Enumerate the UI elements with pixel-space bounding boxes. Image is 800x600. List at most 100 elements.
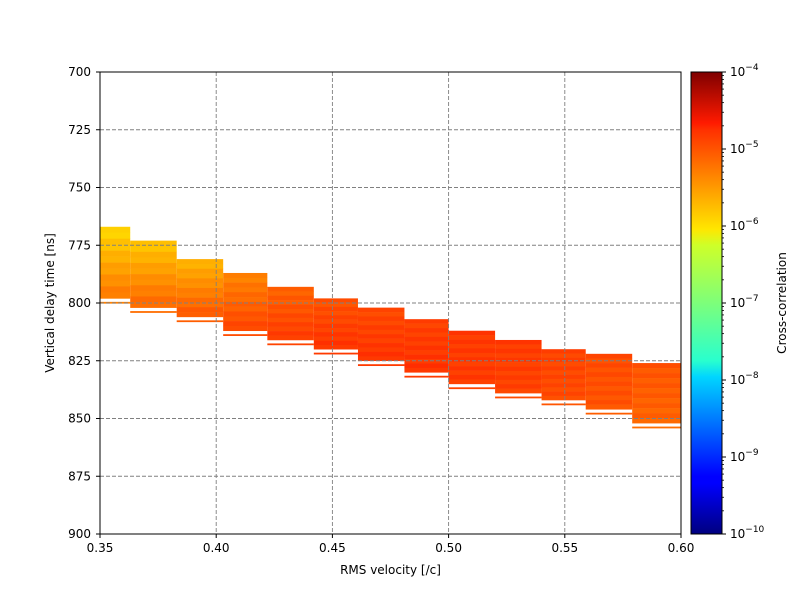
heatmap-cell bbox=[100, 286, 131, 293]
y-tick-label: 800 bbox=[68, 296, 91, 310]
heatmap-cell bbox=[541, 395, 586, 401]
heatmap-cell bbox=[100, 274, 131, 281]
heatmap-cell bbox=[585, 400, 633, 405]
heatmap-cell bbox=[495, 357, 542, 363]
heatmap-cell bbox=[585, 386, 633, 392]
heatmap-cell bbox=[313, 315, 358, 320]
heatmap-cell bbox=[404, 363, 449, 369]
x-axis-label: RMS velocity [/c] bbox=[340, 563, 441, 577]
heatmap-cell bbox=[495, 375, 542, 381]
x-tick-label: 0.40 bbox=[203, 541, 230, 555]
heatmap-cell bbox=[448, 352, 496, 358]
heatmap-cell bbox=[267, 295, 314, 301]
colorbar: 10−10 10−9 10−8 10−7 10−6 10−5 10−4 Cross-corr… bbox=[690, 63, 789, 541]
heatmap-cell bbox=[448, 374, 496, 380]
heatmap-cell bbox=[495, 379, 542, 385]
heatmap-cell bbox=[404, 336, 449, 342]
heatmap-cell bbox=[100, 238, 131, 245]
heatmap-cell bbox=[223, 311, 268, 317]
heatmap-cell bbox=[495, 362, 542, 367]
heatmap-cell bbox=[176, 312, 224, 318]
heatmap-cell bbox=[632, 413, 681, 419]
heatmap-cell bbox=[176, 307, 224, 313]
heatmap-cell bbox=[448, 330, 496, 336]
heatmap-cell bbox=[404, 359, 449, 364]
heatmap-cell bbox=[585, 390, 633, 396]
heatmap-streak bbox=[130, 311, 177, 313]
heatmap-cell bbox=[448, 370, 496, 376]
y-tick-label: 875 bbox=[68, 469, 91, 483]
heatmap-cell bbox=[313, 344, 358, 350]
heatmap-cell bbox=[267, 326, 314, 332]
heatmap-cell bbox=[448, 344, 496, 349]
heatmap-cell bbox=[313, 336, 358, 342]
heatmap-cell bbox=[100, 226, 131, 234]
heatmap-cell bbox=[541, 366, 586, 371]
colorbar-tick-label: 10−7 bbox=[730, 294, 759, 310]
heatmap-cell bbox=[130, 302, 177, 308]
heatmap-cell bbox=[357, 329, 405, 335]
x-tick-label: 0.55 bbox=[551, 541, 578, 555]
heatmap-cell bbox=[313, 302, 358, 308]
heatmap-cell bbox=[223, 287, 268, 293]
heatmap-cell bbox=[223, 292, 268, 298]
heatmap-cell bbox=[541, 349, 586, 354]
heatmap-cell bbox=[632, 403, 681, 409]
heatmap-cell bbox=[404, 345, 449, 351]
heatmap-streak bbox=[176, 320, 224, 323]
heatmap-cell bbox=[176, 292, 224, 298]
x-axis-ticks: 0.35 0.40 0.45 0.50 0.55 0.60 bbox=[87, 534, 695, 555]
heatmap-cell bbox=[495, 366, 542, 372]
heatmap-cell bbox=[130, 279, 177, 286]
heatmap-cell bbox=[585, 395, 633, 401]
heatmap-streak bbox=[357, 364, 405, 367]
heatmap-cell bbox=[130, 257, 177, 264]
heatmap-cell bbox=[404, 367, 449, 373]
heatmap-cell bbox=[267, 304, 314, 310]
heatmap-cell bbox=[100, 262, 131, 269]
heatmap-cell bbox=[495, 388, 542, 394]
heatmap-cell bbox=[176, 273, 224, 279]
heatmap-cell bbox=[176, 268, 224, 274]
heatmap-cell bbox=[632, 373, 681, 379]
heatmap-streak bbox=[404, 375, 449, 378]
heatmap-cell bbox=[223, 277, 268, 283]
heatmap-cell bbox=[176, 283, 224, 289]
heatmap-cell bbox=[223, 316, 268, 322]
heatmap-cell bbox=[267, 317, 314, 323]
heatmap-cell bbox=[632, 408, 681, 414]
heatmap-streak bbox=[313, 352, 358, 355]
heatmap-cell bbox=[357, 343, 405, 348]
heatmap-cell bbox=[404, 350, 449, 355]
heatmap-cell bbox=[100, 280, 131, 287]
x-tick-label: 0.60 bbox=[668, 541, 695, 555]
heatmap-cell bbox=[176, 297, 224, 303]
heatmap-cell bbox=[541, 378, 586, 384]
heatmap-cell bbox=[313, 319, 358, 325]
heatmap-cell bbox=[632, 378, 681, 384]
heatmap-cell bbox=[585, 353, 633, 359]
heatmap-cell bbox=[176, 278, 224, 284]
heatmap-cell bbox=[585, 367, 633, 373]
heatmap-cell bbox=[130, 274, 177, 281]
heatmap-cell bbox=[632, 363, 681, 369]
heatmap-cell bbox=[541, 357, 586, 363]
heatmap-cell bbox=[541, 374, 586, 380]
heatmap-cell bbox=[495, 344, 542, 350]
heatmap-cell bbox=[541, 383, 586, 388]
x-tick-label: 0.35 bbox=[87, 541, 114, 555]
colorbar-ticks: 10−10 10−9 10−8 10−7 10−6 10−5 10−4 bbox=[722, 63, 765, 541]
heatmap-streak bbox=[585, 412, 633, 415]
heatmap-cell bbox=[357, 307, 405, 313]
heatmap-cell bbox=[267, 286, 314, 292]
heatmap-cell bbox=[404, 332, 449, 338]
heatmap-cell bbox=[100, 268, 131, 275]
heatmap-cell bbox=[130, 290, 177, 297]
heatmap-cell bbox=[357, 325, 405, 331]
heatmap-cell bbox=[267, 322, 314, 327]
heatmap-cell bbox=[632, 368, 681, 374]
heatmap-cell bbox=[357, 334, 405, 339]
heatmap-cell bbox=[313, 340, 358, 346]
heatmap-cell bbox=[448, 357, 496, 363]
heatmap-cell bbox=[585, 372, 633, 378]
